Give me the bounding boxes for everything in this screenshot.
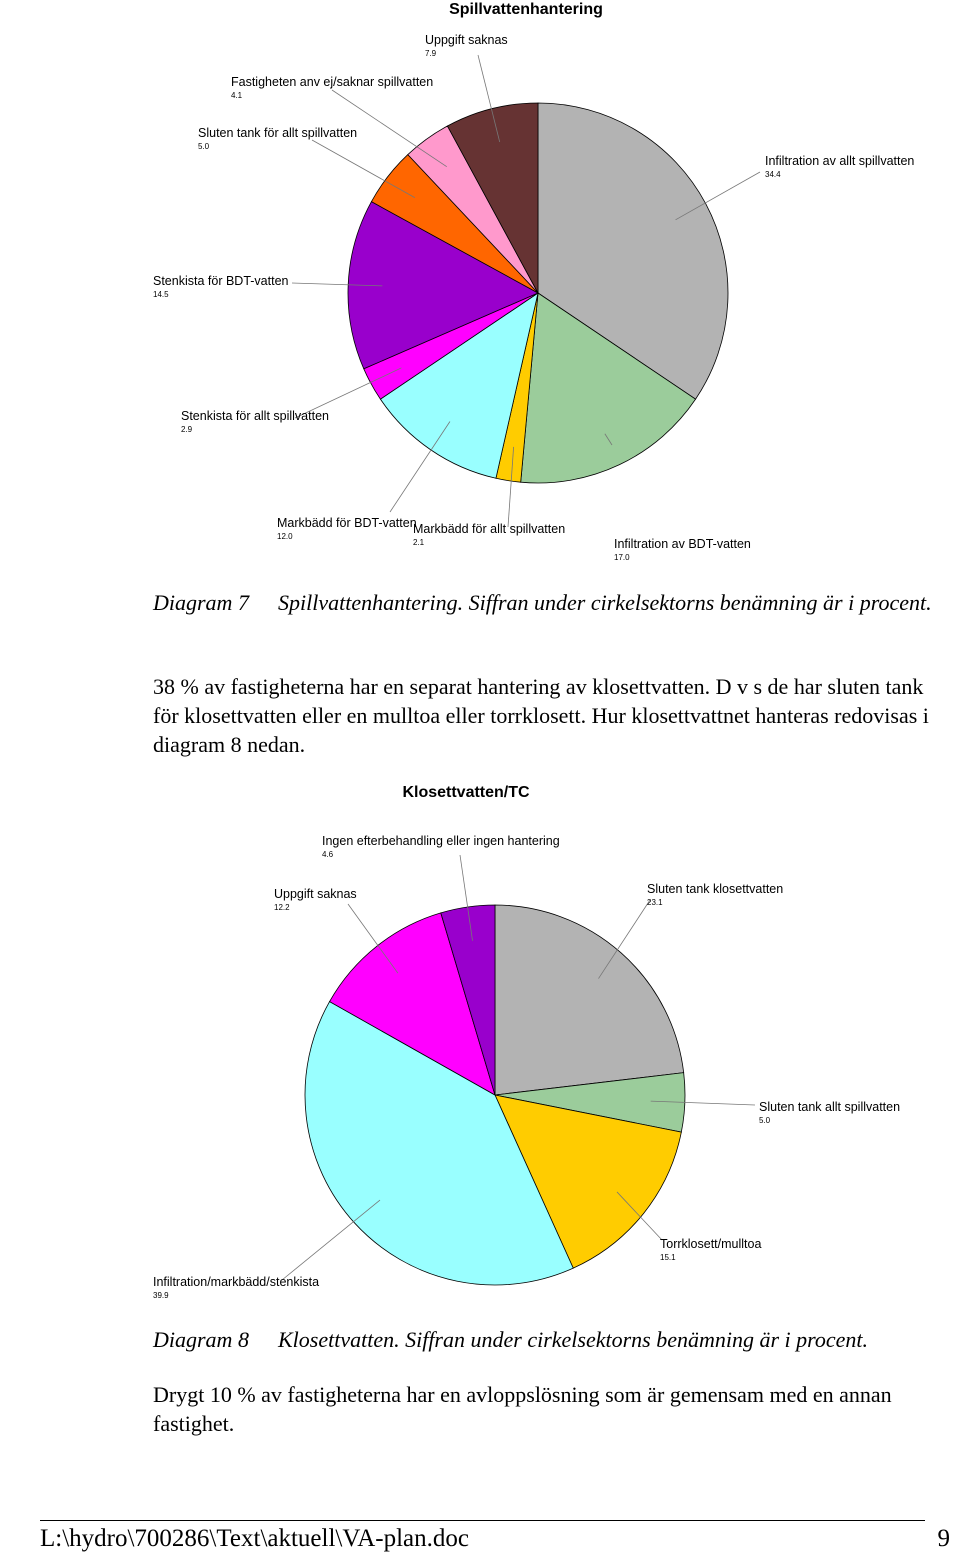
caption-label: Diagram 7 [153,590,249,615]
slice-value-label: 4.1 [231,91,243,100]
slice-label: Ingen efterbehandling eller ingen hanter… [322,834,560,848]
leader-line [507,446,515,528]
leader-line [650,1100,756,1106]
pie-slice [537,102,729,400]
caption: Diagram 7 Spillvattenhantering. Siffran u… [153,588,953,617]
slice-value-label: 39.9 [153,1291,169,1300]
caption-text: Klosettvatten. Siffran under cirkelsekto… [278,1327,869,1352]
leader-line [477,54,501,143]
slice-label: Sluten tank allt spillvatten [759,1100,900,1114]
slice-label: Infiltration/markbädd/stenkista [153,1275,319,1289]
leader-line [604,433,613,446]
leader-line [459,854,473,941]
leader-line [616,1191,663,1241]
slice-label: Uppgift saknas [425,33,508,47]
paragraph: 38 % av fastigheterna har en separat han… [153,674,929,757]
chart-title: Klosettvatten/TC [402,784,530,801]
page-number: 9 [937,1525,951,1552]
slice-value-label: 7.9 [425,49,437,58]
leader-line [389,421,451,513]
pie-slice [304,1001,574,1286]
slice-value-label: 12.2 [274,903,290,912]
leader-line [311,139,416,198]
slice-label: Stenkista för BDT-vatten [153,274,289,288]
chart-title: Spillvattenhantering [449,1,603,18]
footer: L:\hydro\700286\Text\aktuell\VA-plan.doc… [40,1520,950,1553]
slice-value-label: 4.6 [322,850,334,859]
slice-label: Sluten tank för allt spillvatten [198,126,357,140]
slice-value-label: 23.1 [647,898,663,907]
slice-value-label: 34.4 [765,170,781,179]
slice-value-label: 17.0 [614,553,630,562]
slice-label: Stenkista för allt spillvatten [181,409,329,423]
slice-value-label: 5.0 [198,142,210,151]
slice-value-label: 2.1 [413,538,425,547]
leader-line [331,89,447,168]
pie-slice [379,292,539,479]
leader-line [294,367,402,419]
slice-label: Torrklosett/mulltoa [660,1237,761,1251]
pie-slice [520,292,697,484]
slice-label: Markbädd för BDT-vatten [277,516,417,530]
pie-slice [494,904,685,1096]
footer-path: L:\hydro\700286\Text\aktuell\VA-plan.doc [40,1525,469,1552]
slice-value-label: 5.0 [759,1116,771,1125]
slice-label: Infiltration av BDT-vatten [614,537,751,551]
leader-line [347,903,399,974]
slice-label: Markbädd för allt spillvatten [413,522,565,536]
paragraph: Drygt 10 % av fastigheterna har en avlop… [153,1382,892,1436]
slice-label: Fastigheten anv ej/saknar spillvatten [231,75,433,89]
caption-text: Spillvattenhantering. Siffran under cirk… [278,590,932,615]
charts: Spillvattenhantering Infiltration av allt… [153,1,914,1300]
slice-value-label: 2.9 [181,425,193,434]
slice-label: Uppgift saknas [274,887,357,901]
slice-value-label: 15.1 [660,1253,676,1262]
pie-slice [494,1094,682,1269]
pie-slice [329,912,496,1096]
slice-label: Infiltration av allt spillvatten [765,154,914,168]
slice-value-label: 12.0 [277,532,293,541]
leader-line [598,899,651,979]
pie-slice [347,201,539,370]
leader-line [291,282,383,287]
slice-value-label: 14.5 [153,290,169,299]
caption-label: Diagram 8 [153,1327,249,1352]
caption: Diagram 8 Klosettvatten. Siffran under ci… [153,1325,953,1354]
leader-line [281,1199,381,1281]
leader-line [675,171,761,221]
slice-label: Sluten tank klosettvatten [647,882,783,896]
